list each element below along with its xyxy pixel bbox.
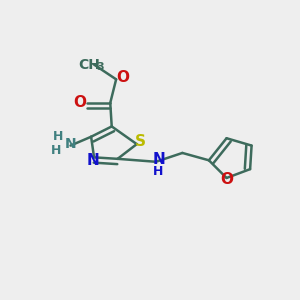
Text: O: O bbox=[220, 172, 234, 187]
Text: N: N bbox=[65, 136, 76, 151]
Text: CH: CH bbox=[78, 58, 100, 72]
Text: H: H bbox=[53, 130, 63, 143]
Text: N: N bbox=[86, 153, 99, 168]
Text: O: O bbox=[116, 70, 129, 85]
Text: 3: 3 bbox=[97, 62, 104, 72]
Text: O: O bbox=[74, 95, 87, 110]
Text: H: H bbox=[51, 144, 61, 158]
Text: H: H bbox=[153, 165, 164, 178]
Text: N: N bbox=[152, 152, 165, 167]
Text: S: S bbox=[135, 134, 146, 149]
